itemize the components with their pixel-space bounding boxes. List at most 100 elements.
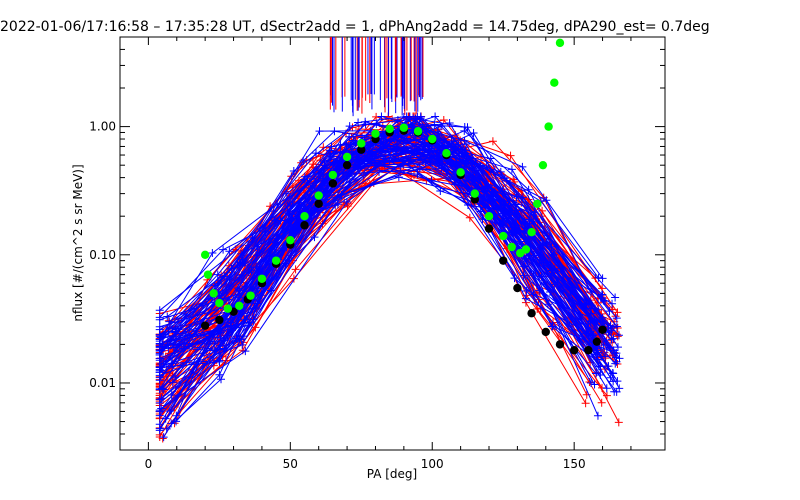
measured-point bbox=[265, 252, 274, 261]
measured-point bbox=[282, 189, 291, 198]
measured-point bbox=[597, 290, 606, 299]
series-1-point bbox=[328, 170, 338, 180]
measured-point bbox=[159, 433, 168, 442]
measured-line bbox=[159, 123, 591, 331]
y-axis-label: nflux [#/(cm^2 s sr MeV)] bbox=[71, 164, 85, 321]
measured-point bbox=[226, 318, 235, 327]
measured-point bbox=[612, 387, 621, 396]
measured-point bbox=[581, 399, 590, 408]
measured-point bbox=[447, 137, 456, 146]
measured-point bbox=[593, 411, 602, 420]
measured-point bbox=[237, 271, 246, 280]
series-0-point bbox=[592, 337, 602, 346]
series-1-point bbox=[555, 38, 565, 48]
series-1-point bbox=[235, 301, 244, 310]
x-axis-label: PA [deg] bbox=[367, 467, 417, 481]
series-0-point bbox=[342, 160, 352, 170]
series-1-point bbox=[538, 160, 548, 170]
measured-point bbox=[609, 346, 618, 355]
measured-point bbox=[238, 340, 247, 349]
series-0-point bbox=[527, 309, 536, 318]
series-0-point bbox=[300, 221, 309, 230]
measured-point bbox=[602, 384, 611, 393]
measured-point bbox=[208, 249, 217, 258]
measured-point bbox=[488, 137, 497, 146]
measured-point bbox=[307, 204, 316, 213]
measured-point bbox=[267, 286, 276, 295]
measured-point bbox=[232, 320, 241, 329]
measured-point bbox=[215, 370, 224, 379]
series-1-point bbox=[357, 139, 366, 148]
series-1-point bbox=[527, 228, 536, 237]
x-tick-label: 150 bbox=[563, 457, 586, 471]
measured-point bbox=[598, 274, 607, 283]
series-0-point bbox=[555, 340, 565, 349]
vertical-spikes bbox=[329, 37, 424, 117]
measured-point bbox=[606, 373, 615, 382]
measured-point bbox=[217, 375, 226, 384]
measured-point bbox=[399, 143, 408, 152]
measured-point bbox=[601, 352, 610, 361]
series-0-point bbox=[484, 224, 494, 233]
measured-point bbox=[291, 265, 300, 274]
measured-point bbox=[597, 398, 606, 407]
measured-point bbox=[592, 369, 601, 378]
measured-point bbox=[319, 174, 328, 183]
measured-point bbox=[612, 353, 621, 362]
measured-point bbox=[613, 343, 622, 352]
series-1-point bbox=[413, 127, 423, 136]
series-1-point bbox=[246, 291, 255, 300]
measured-point bbox=[310, 233, 319, 242]
series-1-point bbox=[399, 123, 409, 132]
measured-point bbox=[311, 149, 320, 158]
measured-point bbox=[168, 378, 177, 387]
measured-point bbox=[611, 293, 620, 302]
plot-area bbox=[155, 37, 624, 443]
series-0-point bbox=[541, 327, 550, 337]
measured-point bbox=[300, 172, 309, 181]
series-1-point bbox=[223, 304, 233, 313]
measured-point bbox=[391, 131, 400, 140]
measured-point bbox=[257, 291, 266, 300]
series-1-point bbox=[456, 168, 465, 177]
measured-point bbox=[216, 328, 225, 337]
measured-point bbox=[502, 176, 511, 185]
measured-point bbox=[155, 345, 164, 354]
measured-point bbox=[510, 274, 519, 283]
measured-point bbox=[611, 359, 620, 368]
series-1-point bbox=[499, 231, 508, 241]
series-0-point bbox=[328, 179, 338, 188]
measured-point bbox=[375, 168, 384, 177]
measured-point bbox=[452, 144, 461, 153]
series-0-point bbox=[314, 199, 323, 208]
series-1-point bbox=[442, 149, 451, 158]
measured-point bbox=[155, 315, 164, 324]
chart-title: 2022-01-06/17:16:58 – 17:35:28 UT, dSect… bbox=[0, 19, 710, 35]
measured-point bbox=[167, 391, 176, 400]
measured-curves bbox=[155, 37, 624, 443]
measured-point bbox=[586, 317, 595, 326]
measured-point bbox=[592, 350, 601, 359]
y-tick-label: 1.00 bbox=[89, 120, 116, 134]
measured-point bbox=[460, 126, 469, 135]
measured-point bbox=[588, 331, 597, 340]
measured-point bbox=[462, 139, 471, 148]
series-0-point bbox=[357, 145, 366, 154]
measured-point bbox=[459, 152, 468, 161]
measured-point bbox=[155, 406, 164, 415]
measured-point bbox=[155, 426, 164, 435]
series-0 bbox=[200, 126, 607, 355]
measured-point bbox=[225, 247, 234, 256]
measured-point bbox=[445, 118, 454, 127]
measured-point bbox=[594, 273, 603, 282]
measured-point bbox=[507, 228, 516, 237]
measured-point bbox=[524, 185, 533, 194]
measured-point bbox=[439, 115, 448, 124]
measured-point bbox=[411, 114, 420, 123]
measured-point bbox=[234, 284, 243, 293]
measured-line bbox=[159, 160, 587, 415]
measured-point bbox=[520, 262, 529, 271]
series-1-point bbox=[257, 274, 267, 283]
measured-series-b77 bbox=[155, 148, 610, 372]
measured-point bbox=[215, 357, 224, 366]
